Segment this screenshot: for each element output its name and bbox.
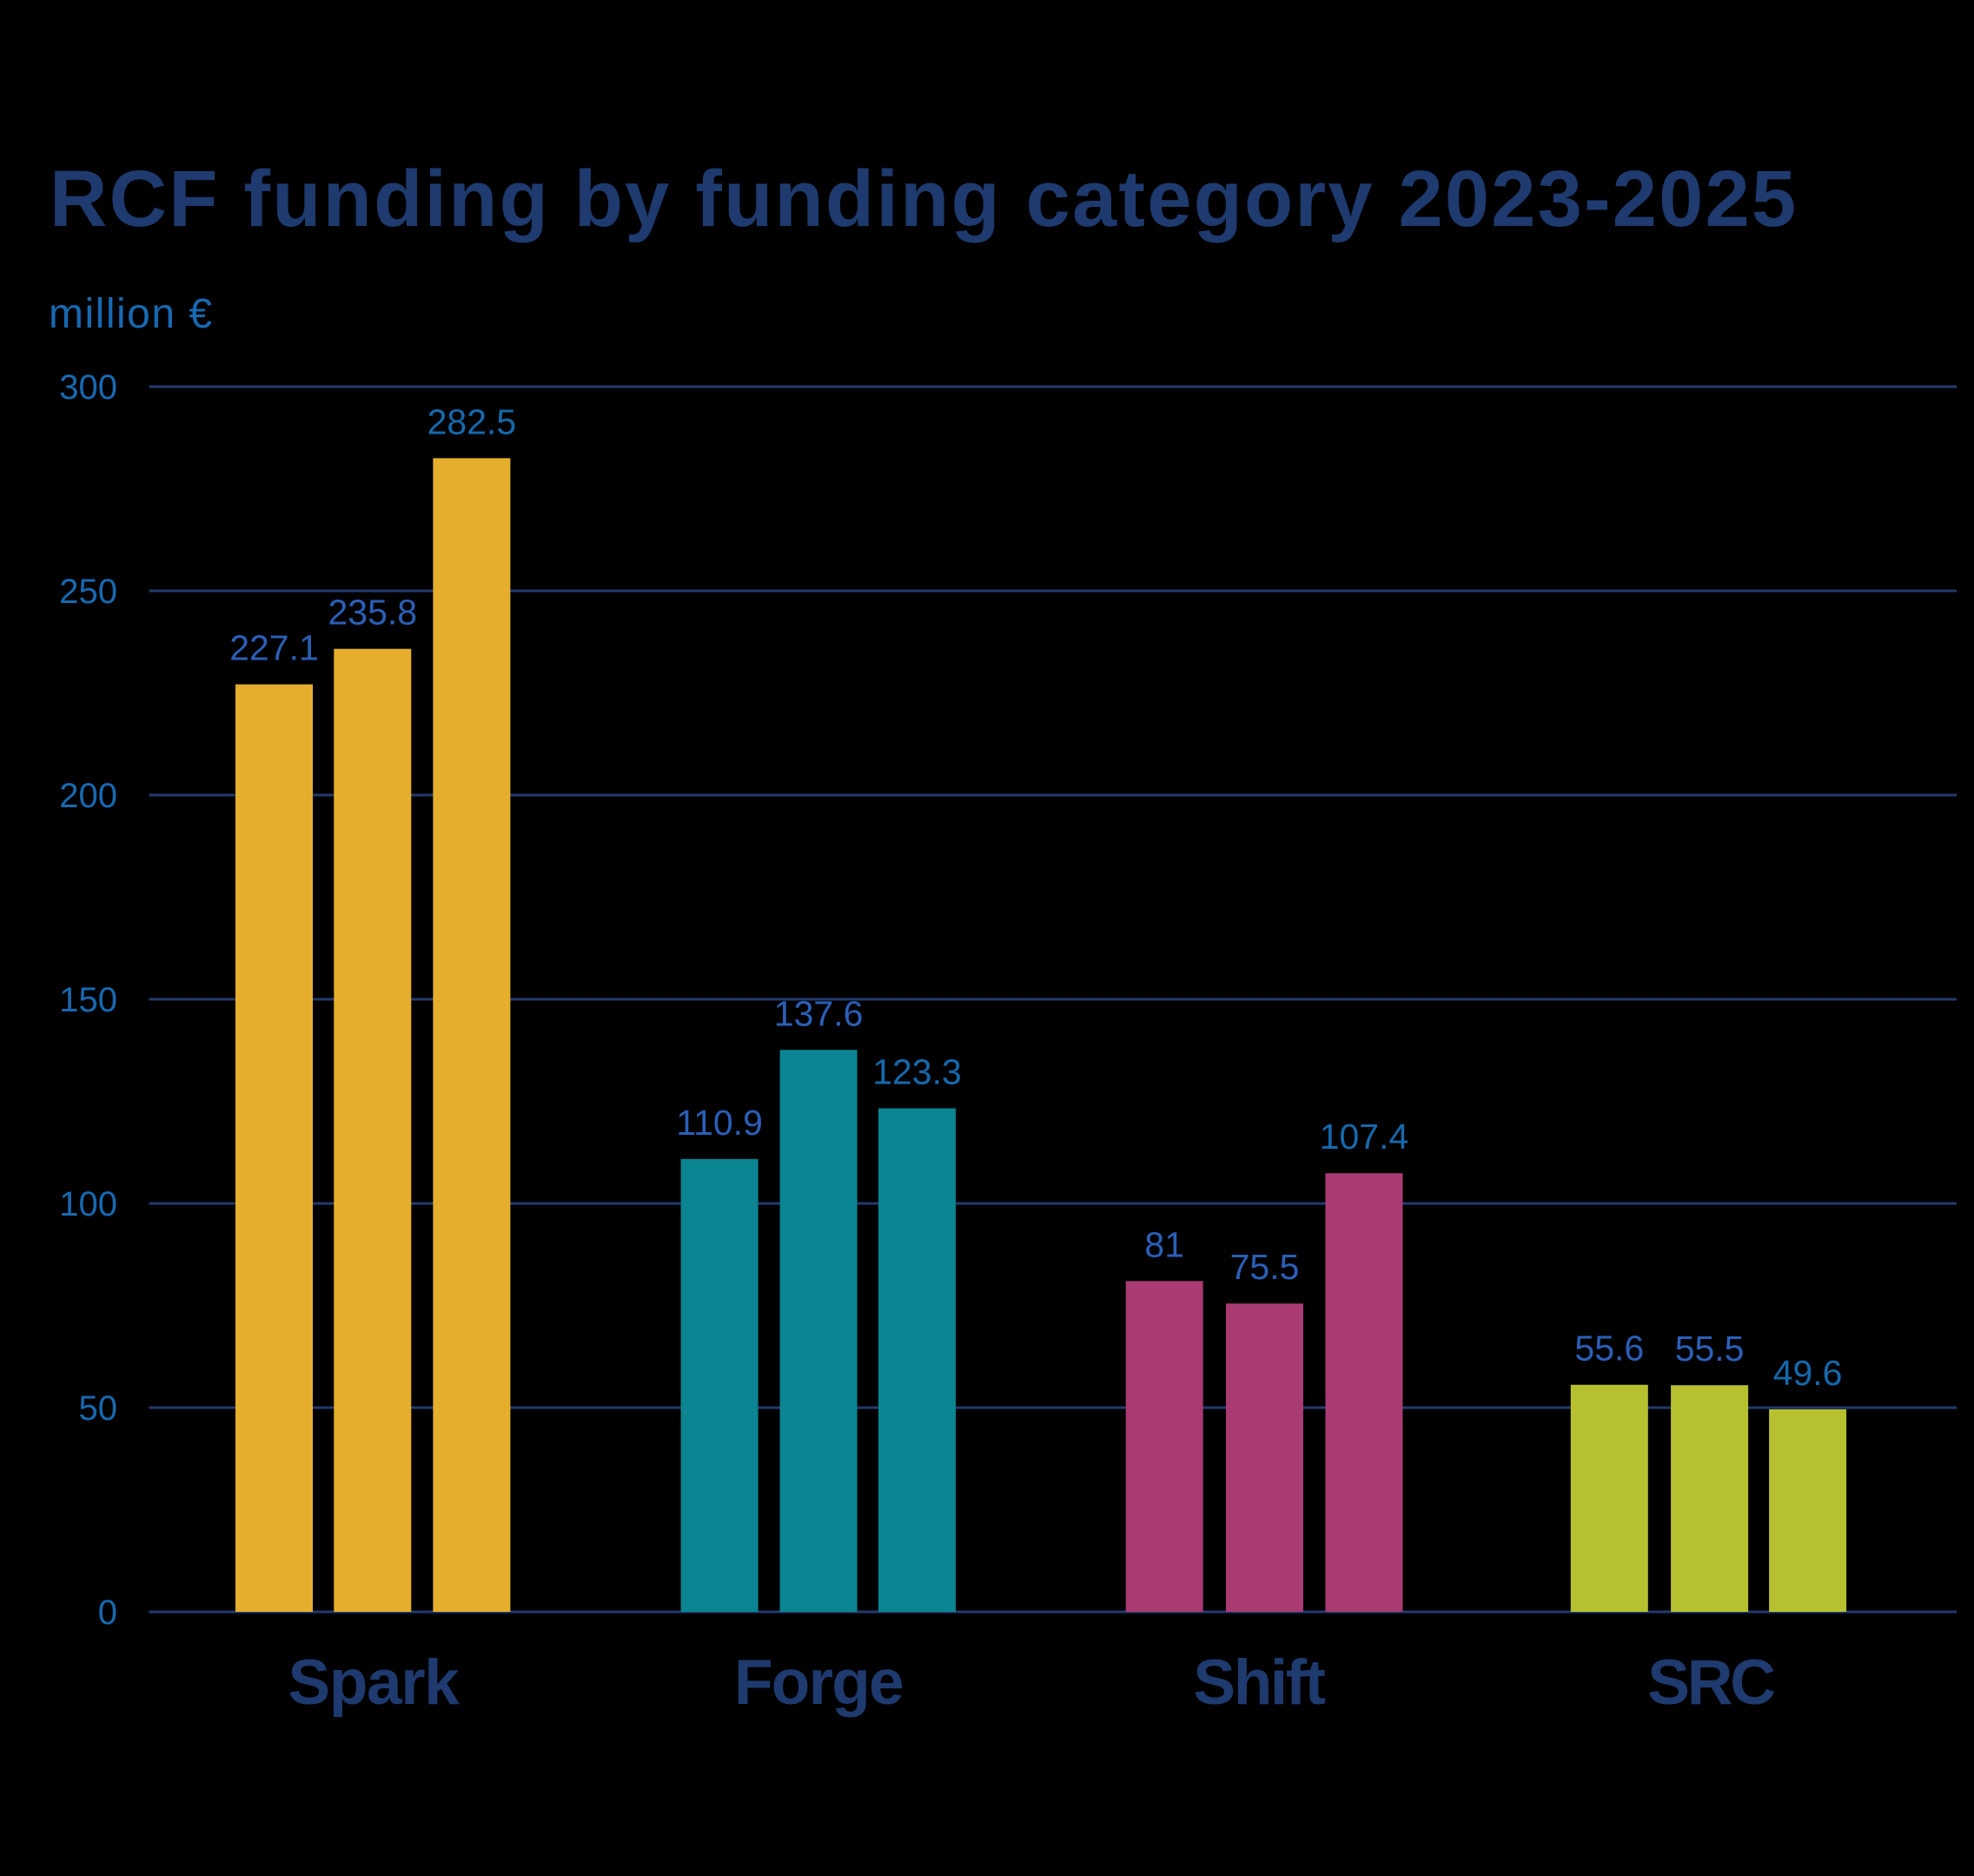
svg-text:0: 0 — [98, 1594, 117, 1632]
svg-text:49.6: 49.6 — [1773, 1353, 1843, 1393]
svg-text:55.5: 55.5 — [1675, 1329, 1745, 1369]
svg-text:100: 100 — [59, 1185, 117, 1223]
svg-text:RCF funding by funding categor: RCF funding by funding category 2023-202… — [50, 155, 1798, 243]
svg-text:SRC: SRC — [1647, 1647, 1774, 1718]
svg-text:282.5: 282.5 — [427, 401, 517, 441]
svg-text:million €: million € — [49, 291, 214, 337]
svg-text:81: 81 — [1144, 1224, 1184, 1264]
svg-text:123.3: 123.3 — [872, 1052, 962, 1092]
svg-text:227.1: 227.1 — [229, 628, 319, 668]
svg-text:250: 250 — [59, 573, 117, 611]
svg-text:Shift: Shift — [1193, 1647, 1325, 1718]
svg-text:50: 50 — [79, 1389, 118, 1428]
svg-text:200: 200 — [59, 777, 117, 815]
svg-text:150: 150 — [59, 981, 117, 1019]
svg-text:110.9: 110.9 — [676, 1103, 763, 1143]
svg-text:Forge: Forge — [734, 1647, 903, 1718]
svg-text:137.6: 137.6 — [774, 993, 864, 1033]
svg-text:Spark: Spark — [288, 1647, 460, 1718]
svg-text:75.5: 75.5 — [1230, 1247, 1300, 1287]
svg-text:235.8: 235.8 — [328, 593, 417, 633]
svg-text:55.6: 55.6 — [1574, 1329, 1644, 1369]
svg-text:107.4: 107.4 — [1320, 1117, 1409, 1157]
svg-text:300: 300 — [59, 368, 117, 407]
